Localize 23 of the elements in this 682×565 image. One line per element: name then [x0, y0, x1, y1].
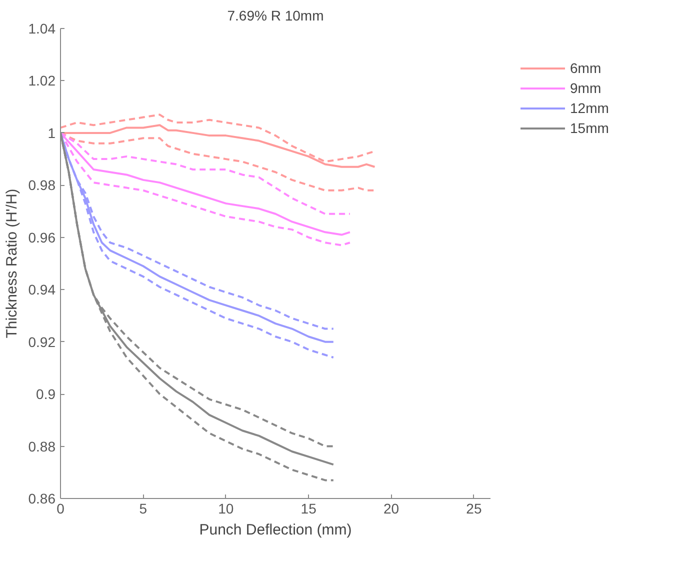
x-tick-label: 20 [383, 500, 400, 516]
y-tick-label: 1.04 [28, 20, 56, 36]
x-axis-title: Punch Deflection (mm) [199, 522, 352, 538]
legend-label: 9mm [570, 80, 602, 96]
y-tick-label: 1 [48, 124, 56, 141]
y-tick-label: 0.86 [28, 490, 56, 506]
legend-label: 12mm [570, 100, 609, 116]
legend-label: 6mm [570, 60, 602, 76]
y-tick-label: 0.94 [28, 282, 56, 298]
y-tick-label: 1.02 [28, 72, 56, 89]
y-tick-label: 0.98 [28, 177, 56, 194]
x-tick-label: 10 [218, 500, 234, 516]
legend-label: 15mm [570, 120, 609, 136]
y-tick-label: 0.88 [28, 438, 56, 454]
y-tick-label: 0.96 [28, 229, 56, 246]
x-tick-label: 5 [139, 500, 148, 516]
chart-title: 7.69% R 10mm [227, 8, 324, 24]
x-tick-label: 25 [466, 500, 482, 516]
y-axis-title: Thickness Ratio (H'/H) [3, 188, 20, 338]
y-tick-label: 0.92 [28, 334, 56, 350]
x-tick-label: 15 [300, 500, 317, 516]
y-tick-label: 0.9 [36, 386, 56, 402]
x-tick-label: 0 [56, 500, 65, 516]
